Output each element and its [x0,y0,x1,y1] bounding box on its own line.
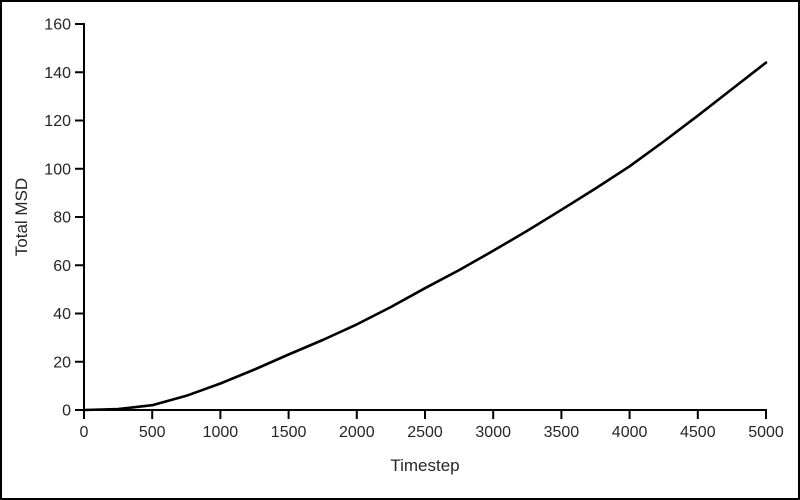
x-tick-label: 1500 [271,424,307,441]
x-tick-label: 4000 [612,424,648,441]
y-tick-label: 60 [53,258,71,275]
x-tick-label: 4500 [680,424,716,441]
y-tick-label: 100 [44,161,71,178]
x-axis-title: Timestep [390,456,459,475]
y-tick-label: 20 [53,354,71,371]
x-tick-label: 3000 [475,424,511,441]
y-tick-label: 40 [53,306,71,323]
y-tick-label: 160 [44,17,71,34]
x-tick-label: 0 [80,424,89,441]
y-tick-label: 0 [62,403,71,420]
y-tick-label: 120 [44,113,71,130]
x-tick-label: 1000 [203,424,239,441]
x-tick-label: 2500 [407,424,443,441]
x-tick-label: 2000 [339,424,375,441]
y-axis-title: Total MSD [12,178,31,256]
y-tick-label: 80 [53,210,71,227]
x-axis-ticks: 0 500 1000 1500 2000 2500 3000 3500 4000 4500 5000 [80,410,784,441]
msd-curve [82,61,768,412]
x-tick-label: 5000 [748,424,784,441]
x-tick-label: 500 [139,424,166,441]
y-axis-ticks: 0 20 40 60 80 100 120 140 160 [44,17,84,420]
x-tick-label: 3500 [544,424,580,441]
y-tick-label: 140 [44,65,71,82]
